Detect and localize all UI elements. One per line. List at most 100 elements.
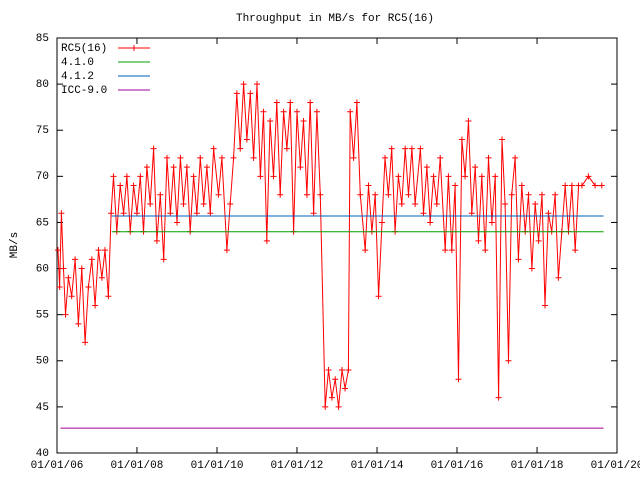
point-marker [388, 145, 395, 152]
point-marker [190, 173, 197, 180]
point-marker [505, 357, 512, 364]
point-marker [365, 182, 372, 189]
point-marker [267, 118, 274, 124]
point-marker [442, 247, 449, 254]
legend-label: 4.1.2 [61, 71, 94, 83]
point-marker [88, 256, 95, 263]
point-marker [492, 173, 499, 180]
plot-frame [56, 37, 618, 454]
point-marker [153, 237, 160, 244]
point-marker [532, 201, 539, 207]
point-marker [197, 154, 204, 161]
x-tick-label: 01/01/18 [511, 460, 564, 472]
point-marker [303, 191, 310, 198]
point-marker [58, 210, 65, 217]
point-marker [174, 219, 181, 226]
point-marker [72, 256, 79, 263]
point-marker [147, 201, 154, 207]
point-marker [498, 136, 505, 143]
point-marker [117, 182, 124, 189]
point-marker [598, 182, 605, 189]
point-marker [287, 99, 294, 106]
point-marker [347, 108, 354, 115]
point-marker [375, 293, 382, 300]
x-tick-label: 01/01/16 [431, 460, 484, 472]
point-marker [458, 136, 465, 143]
legend-label: RC5(16) [61, 43, 107, 55]
point-marker [218, 154, 225, 161]
point-marker [468, 210, 475, 217]
point-marker [247, 90, 254, 97]
point-marker [353, 99, 360, 106]
point-marker [350, 154, 357, 161]
y-tick-label: 75 [36, 125, 49, 137]
point-marker [273, 99, 280, 106]
point-marker [512, 154, 519, 161]
point-marker [170, 164, 177, 171]
y-tick-label: 40 [36, 448, 49, 460]
point-marker [160, 256, 167, 263]
point-marker [345, 367, 352, 373]
point-marker [227, 201, 234, 207]
point-marker [237, 145, 244, 152]
point-marker [183, 164, 190, 171]
point-marker [525, 191, 532, 198]
point-marker [310, 210, 317, 217]
series-line [57, 84, 602, 407]
y-tick-label: 80 [36, 79, 49, 91]
point-marker [240, 81, 247, 88]
point-marker [430, 173, 437, 180]
point-marker [65, 274, 72, 281]
point-marker [412, 201, 419, 207]
x-tick-label: 01/01/14 [351, 460, 404, 472]
point-marker [420, 210, 427, 217]
point-marker [528, 265, 535, 272]
point-marker [482, 247, 489, 254]
point-marker [85, 284, 92, 290]
point-marker [193, 210, 200, 217]
y-tick-label: 55 [36, 310, 49, 322]
point-marker [448, 247, 455, 254]
point-marker [357, 191, 364, 198]
point-marker [253, 81, 260, 88]
point-marker [243, 136, 250, 143]
point-marker [417, 145, 424, 152]
y-tick-label: 45 [36, 402, 49, 414]
point-marker [105, 293, 112, 300]
point-marker [78, 265, 85, 272]
point-marker [137, 173, 144, 180]
point-marker [552, 191, 559, 198]
point-marker [332, 376, 339, 383]
point-marker [452, 182, 459, 189]
point-marker [98, 274, 105, 281]
point-marker [92, 302, 99, 309]
point-marker [60, 265, 67, 272]
point-marker [545, 210, 552, 217]
point-marker [592, 182, 599, 189]
x-tick-label: 01/01/06 [31, 460, 84, 472]
point-marker [283, 145, 290, 152]
x-tick-label: 01/01/12 [271, 460, 324, 472]
point-marker [405, 191, 412, 198]
point-marker [163, 154, 170, 161]
point-marker [123, 173, 130, 180]
point-marker [555, 274, 562, 281]
point-marker [362, 247, 369, 254]
point-marker [230, 154, 237, 161]
point-marker [280, 108, 287, 115]
point-marker [277, 191, 284, 198]
point-marker [215, 191, 222, 198]
x-tick-label: 01/01/20 [591, 460, 640, 472]
point-marker [263, 237, 270, 244]
point-marker [462, 173, 469, 180]
point-marker [495, 394, 502, 401]
point-marker [572, 247, 579, 254]
point-marker [433, 201, 440, 207]
point-marker [68, 293, 75, 300]
point-marker [478, 173, 485, 180]
point-marker [223, 247, 230, 254]
point-marker [177, 154, 184, 161]
point-marker [75, 320, 82, 327]
point-marker [538, 191, 545, 198]
